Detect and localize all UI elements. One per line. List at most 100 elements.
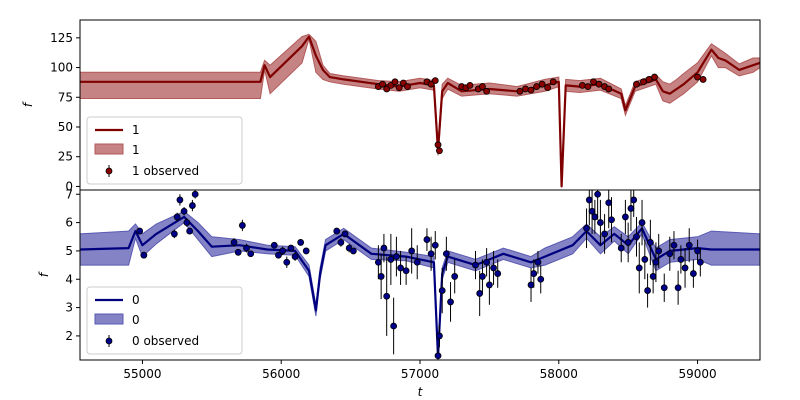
bot-observed-point <box>638 219 646 226</box>
bot-observed-point <box>390 322 398 330</box>
bot-observed-point <box>597 219 604 226</box>
top-observed-point <box>645 76 653 83</box>
top-observed-point <box>533 83 540 90</box>
top-observed-point <box>595 80 603 88</box>
bot-observed-point <box>585 196 593 204</box>
top-legend-label-band: 1 <box>132 143 140 157</box>
bot-observed-point <box>666 250 674 258</box>
bot-observed-point <box>243 244 250 252</box>
bot-observed-point <box>136 227 144 235</box>
bot-observed-point <box>644 287 651 294</box>
bot-observed-point <box>173 213 181 221</box>
bot-observed-point <box>427 250 435 258</box>
bot-observed-point <box>696 258 704 266</box>
bot-legend-box <box>86 286 243 355</box>
top-y-axis-label: f <box>21 101 35 107</box>
top-observed-point <box>640 78 647 86</box>
bot-legend-label-line: 0 <box>132 293 140 307</box>
bot-x-tick-label: 56000 <box>262 367 300 381</box>
bot-observed-point <box>140 251 148 259</box>
bot-observed-point <box>630 196 638 204</box>
bot-observed-point <box>608 216 615 224</box>
bot-observed-point <box>479 273 486 280</box>
bot-legend-label-observed: 0 observed <box>132 334 199 348</box>
bot-observed-point <box>337 239 345 246</box>
bot-observed-point <box>442 250 450 258</box>
bot-observed-point <box>652 258 660 266</box>
top-panel: 0 25 50 75 100 125 f 1 1 1 observed <box>21 19 761 193</box>
top-observed-point <box>590 78 597 86</box>
bot-observed-point <box>438 287 446 294</box>
bot-observed-point <box>685 241 693 249</box>
bot-observed-point <box>297 239 305 246</box>
bottom-legend: 0 0 0 observed <box>86 286 243 355</box>
bot-observed-point <box>247 250 255 258</box>
bot-legend-label-band: 0 <box>132 313 140 327</box>
bot-observed-point <box>423 236 431 243</box>
top-observed-point <box>404 83 411 90</box>
bot-observed-point <box>387 256 395 263</box>
bot-legend-band-swatch <box>94 313 124 325</box>
bot-y-tick-label: 2 <box>65 329 73 343</box>
bot-observed-point <box>490 264 497 272</box>
bot-observed-point <box>655 247 663 255</box>
top-observed-point <box>651 73 658 81</box>
bot-observed-point <box>397 264 404 272</box>
bot-observed-point <box>621 213 629 221</box>
bot-observed-point <box>383 292 391 300</box>
bot-observed-point <box>641 256 649 263</box>
bot-observed-point <box>287 244 295 252</box>
top-y-tick-label: 50 <box>58 120 73 134</box>
top-legend-band-swatch <box>94 143 124 155</box>
bot-observed-point <box>472 261 479 269</box>
bot-observed-point <box>238 222 246 229</box>
bot-observed-point <box>279 247 287 255</box>
bot-observed-point <box>677 256 685 263</box>
bot-legend-point-swatch <box>105 337 113 345</box>
bot-observed-point <box>627 205 635 212</box>
bot-observed-point <box>191 190 199 198</box>
bot-observed-point <box>270 241 278 249</box>
top-observed-point <box>605 85 613 93</box>
top-legend: 1 1 1 observed <box>86 116 243 185</box>
top-observed-point <box>633 80 640 88</box>
bot-observed-point <box>660 284 668 292</box>
bot-x-tick-label: 59000 <box>678 367 716 381</box>
bot-y-tick-label: 5 <box>65 244 73 258</box>
bot-observed-point <box>591 213 599 221</box>
top-y-tick-label: 75 <box>58 90 73 104</box>
bot-observed-point <box>349 247 357 255</box>
top-observed-point <box>434 141 442 149</box>
bot-observed-point <box>485 281 493 289</box>
top-observed-point <box>436 147 443 155</box>
bot-observed-point <box>436 332 443 340</box>
bot-observed-point <box>230 239 238 246</box>
top-observed-point <box>522 85 529 93</box>
bot-observed-point <box>646 239 654 246</box>
top-y-tick-label: 25 <box>58 150 73 164</box>
bot-observed-point <box>234 248 242 256</box>
top-observed-point <box>379 80 386 88</box>
bot-observed-point <box>624 239 632 246</box>
top-legend-label-line: 1 <box>132 123 140 137</box>
top-observed-point <box>395 84 403 92</box>
bot-x-tick-label: 57000 <box>401 367 439 381</box>
top-observed-point <box>391 78 399 86</box>
bot-observed-point <box>183 219 191 226</box>
bot-observed-point <box>393 253 400 260</box>
bot-observed-point <box>189 202 196 209</box>
top-observed-point <box>544 84 552 92</box>
top-observed-point <box>694 73 701 81</box>
bot-observed-point <box>694 247 701 255</box>
bot-observed-point <box>186 227 194 235</box>
bot-observed-point <box>374 258 382 266</box>
bot-observed-point <box>451 273 459 280</box>
bot-observed-point <box>302 247 310 255</box>
bot-y-tick-label: 4 <box>65 272 73 286</box>
bot-observed-point <box>380 244 388 252</box>
bot-observed-point <box>583 224 590 232</box>
top-observed-point <box>527 86 535 94</box>
bot-observed-point <box>431 241 439 249</box>
